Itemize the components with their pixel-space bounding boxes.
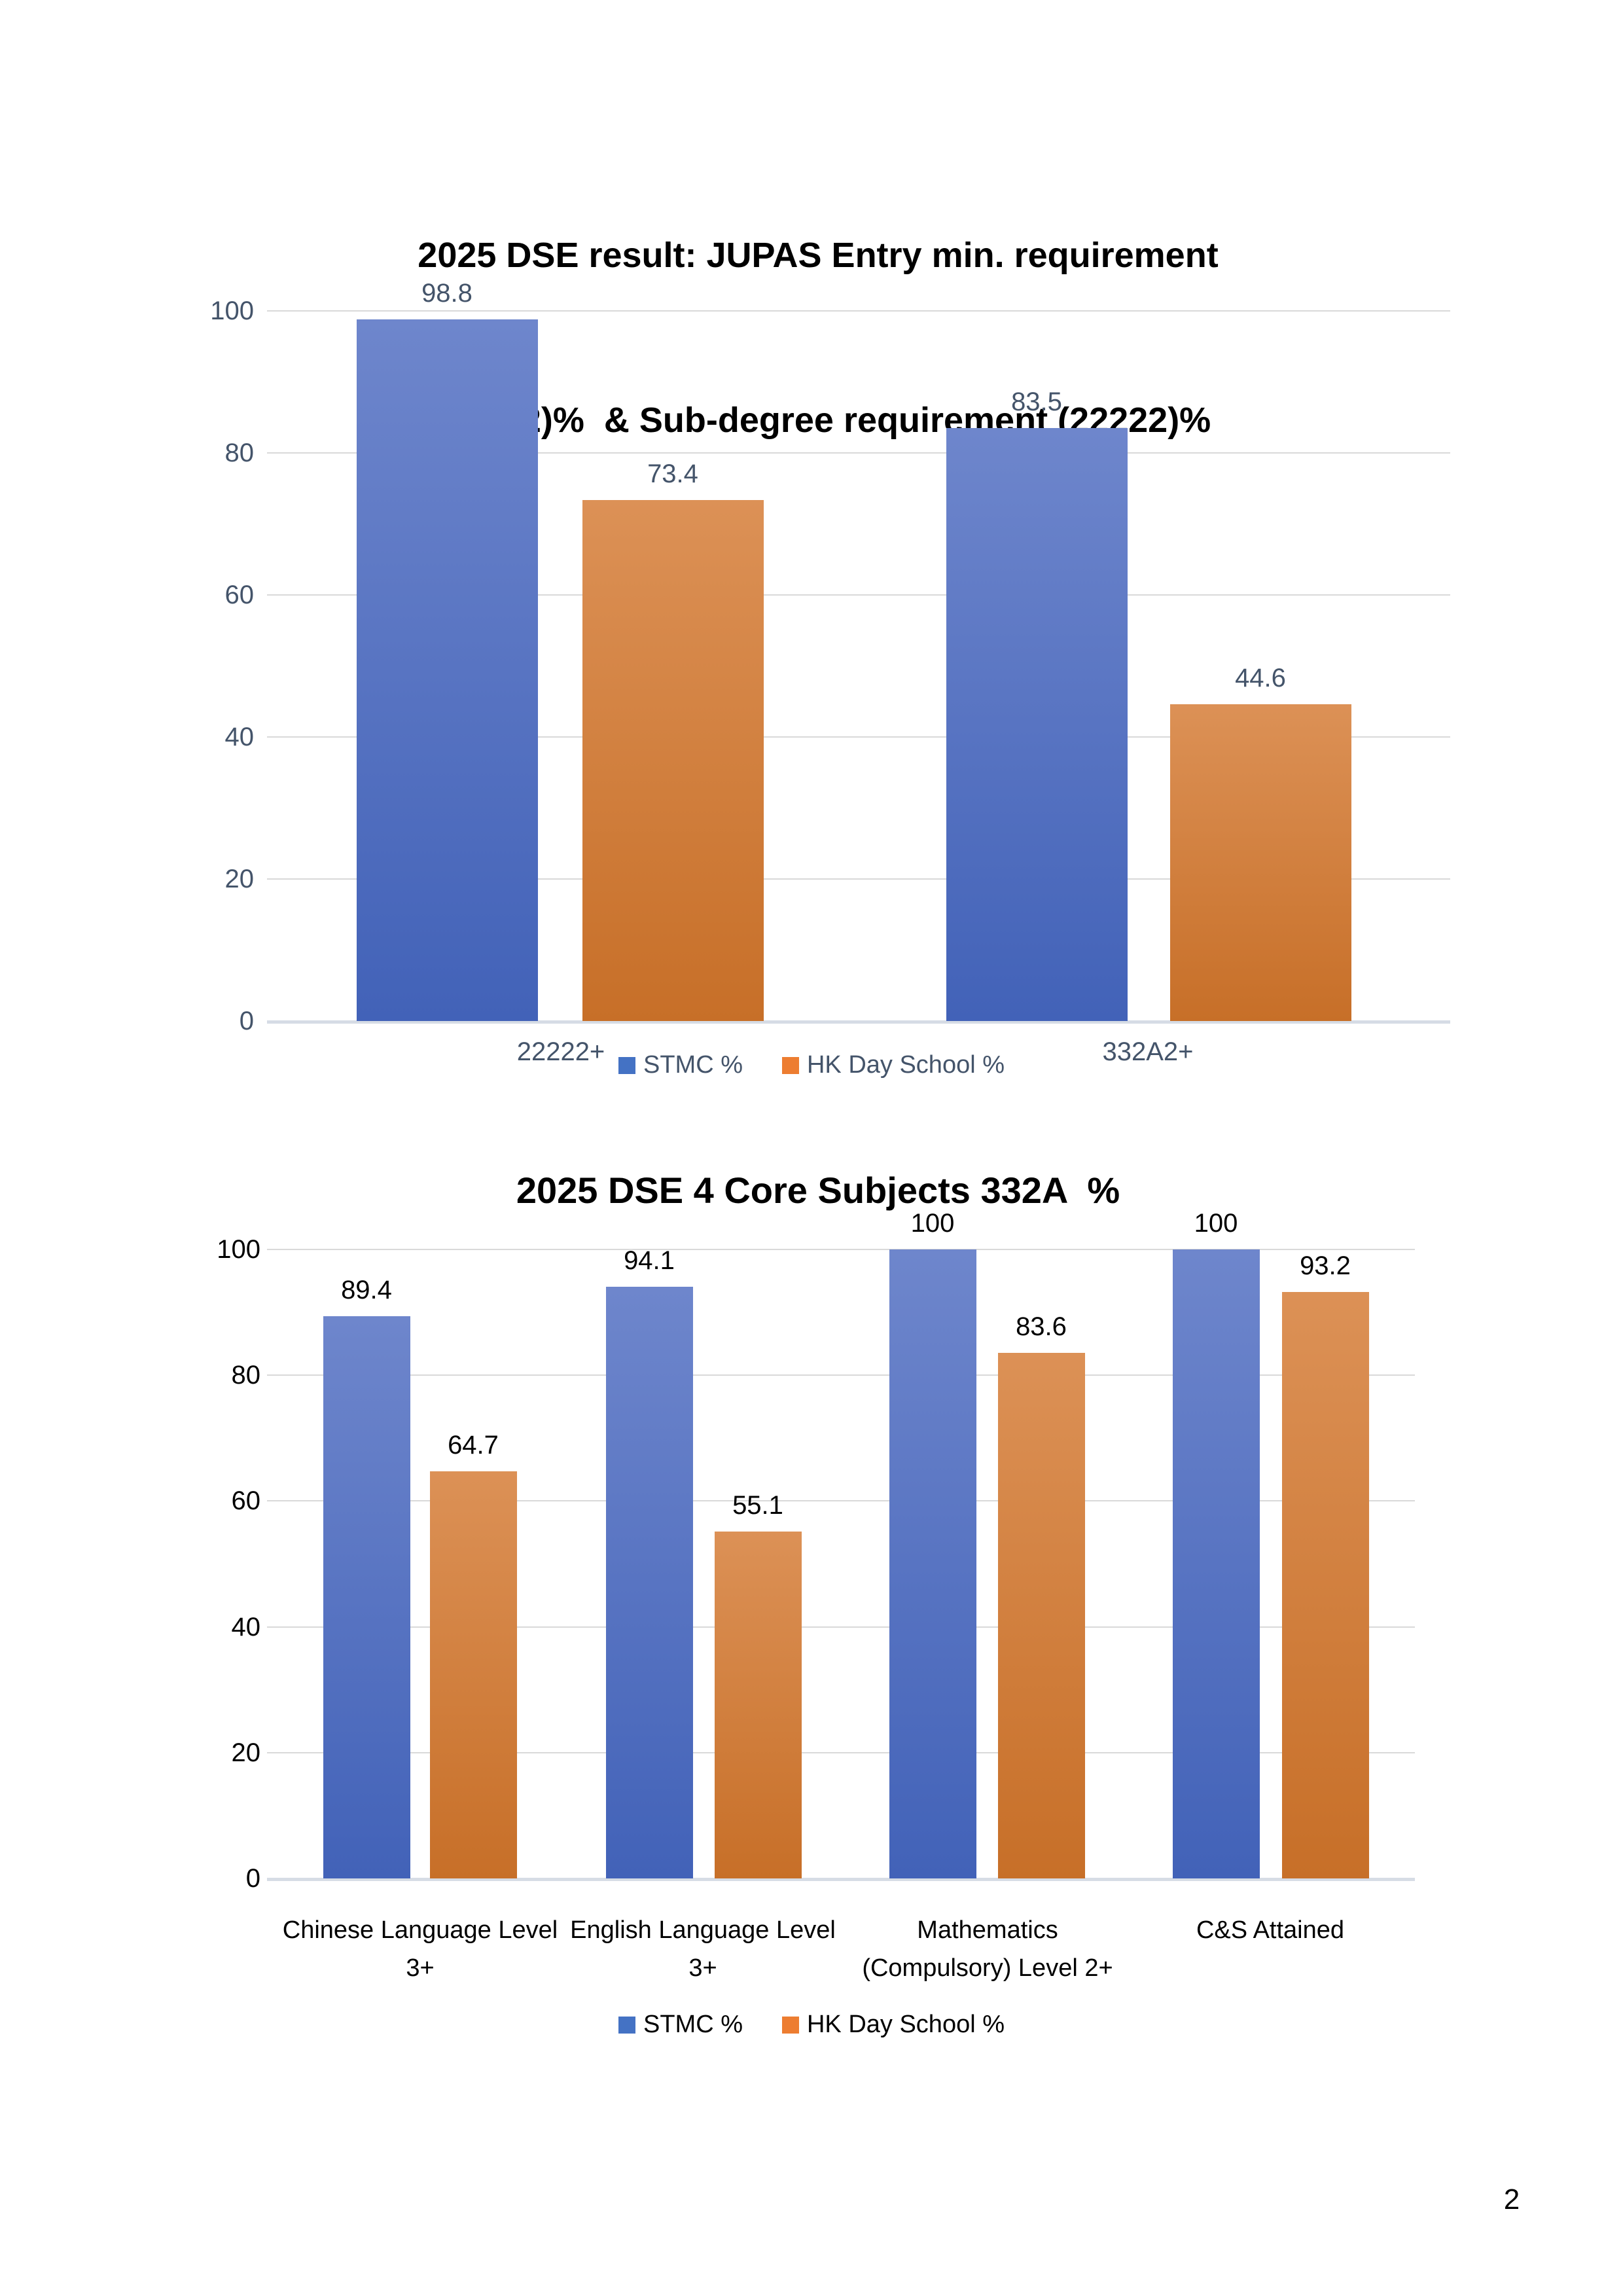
chart1-legend: STMC % HK Day School %	[0, 1051, 1623, 1079]
chart2-legend: STMC % HK Day School %	[0, 2011, 1623, 2039]
y-tick-label: 0	[239, 1007, 254, 1035]
legend-item-hk-day-school: HK Day School %	[781, 1051, 1005, 1079]
chart2-title: 2025 DSE 4 Core Subjects 332A %	[516, 1170, 1120, 1211]
y-tick-label: 60	[231, 1486, 261, 1515]
legend-item-hk-day-school: HK Day School %	[781, 2011, 1005, 2039]
y-tick-label: 40	[224, 723, 255, 751]
legend-label-stmc: STMC %	[643, 2011, 743, 2038]
category-label: 22222+	[516, 1037, 605, 1066]
bar-value-label: 94.1	[624, 1246, 675, 1275]
x-axis-line	[267, 1878, 1415, 1881]
bar-value-label: 98.8	[421, 279, 473, 308]
category-label: Mathematics (Compulsory) Level 2+	[862, 1916, 1113, 1982]
bar-value-label: 44.6	[1235, 664, 1286, 692]
legend-swatch-stmc-icon	[618, 2016, 635, 2034]
legend-label-hk-day-school: HK Day School %	[806, 2011, 1005, 2038]
y-tick-label: 80	[231, 1361, 261, 1390]
bar-stmc	[323, 1316, 410, 1878]
legend-item-stmc: STMC %	[618, 1051, 743, 1079]
bar-value-label: 83.6	[1016, 1312, 1067, 1341]
bar-hk-day-school	[1282, 1292, 1369, 1878]
y-tick-label: 100	[210, 296, 254, 325]
category-label: Chinese Language Level 3+	[282, 1916, 558, 1982]
legend-swatch-hk-day-school-icon	[781, 1056, 799, 1074]
chart1-title-line1: 2025 DSE result: JUPAS Entry min. requir…	[418, 236, 1219, 275]
bar-value-label: 64.7	[448, 1431, 499, 1460]
bar-hk-day-school	[1170, 704, 1351, 1021]
bar-value-label: 100	[910, 1209, 955, 1238]
bar-stmc	[1173, 1249, 1260, 1878]
gridline	[267, 310, 1450, 312]
x-axis-line	[267, 1020, 1450, 1024]
legend-swatch-stmc-icon	[618, 1056, 635, 1074]
bar-value-label: 89.4	[341, 1276, 392, 1304]
bar-value-label: 55.1	[732, 1491, 783, 1520]
y-tick-label: 40	[231, 1613, 261, 1641]
y-tick-label: 20	[224, 865, 255, 893]
gridline	[267, 1626, 1415, 1628]
bar-value-label: 100	[1194, 1209, 1238, 1238]
gridline	[267, 594, 1450, 596]
category-label: 332A2+	[1102, 1037, 1194, 1066]
y-tick-label: 80	[224, 439, 255, 467]
gridline	[267, 452, 1450, 454]
y-tick-label: 100	[217, 1235, 260, 1264]
category-label: C&S Attained	[1196, 1916, 1345, 1944]
legend-swatch-hk-day-school-icon	[781, 2016, 799, 2034]
y-tick-label: 60	[224, 581, 255, 609]
gridline	[267, 1374, 1415, 1376]
legend-label-hk-day-school: HK Day School %	[806, 1051, 1005, 1079]
bar-stmc	[946, 428, 1128, 1021]
gridline	[267, 736, 1450, 738]
bar-hk-day-school	[582, 500, 764, 1021]
bar-stmc	[357, 319, 538, 1021]
legend-item-stmc: STMC %	[618, 2011, 743, 2039]
bar-value-label: 83.5	[1011, 387, 1062, 416]
gridline	[267, 1752, 1415, 1753]
gridline	[267, 1249, 1415, 1250]
gridline	[267, 878, 1450, 880]
bar-value-label: 73.4	[647, 459, 698, 488]
page-number: 2	[1503, 2183, 1520, 2215]
category-label: English Language Level 3+	[570, 1916, 836, 1982]
bar-hk-day-school	[715, 1532, 802, 1878]
bar-stmc	[889, 1249, 976, 1878]
bar-stmc	[606, 1287, 693, 1878]
y-tick-label: 20	[231, 1738, 261, 1767]
bar-value-label: 93.2	[1300, 1251, 1351, 1280]
bar-hk-day-school	[430, 1471, 517, 1878]
y-tick-label: 0	[245, 1864, 260, 1893]
bar-hk-day-school	[998, 1353, 1085, 1878]
gridline	[267, 1500, 1415, 1501]
legend-label-stmc: STMC %	[643, 1051, 743, 1079]
